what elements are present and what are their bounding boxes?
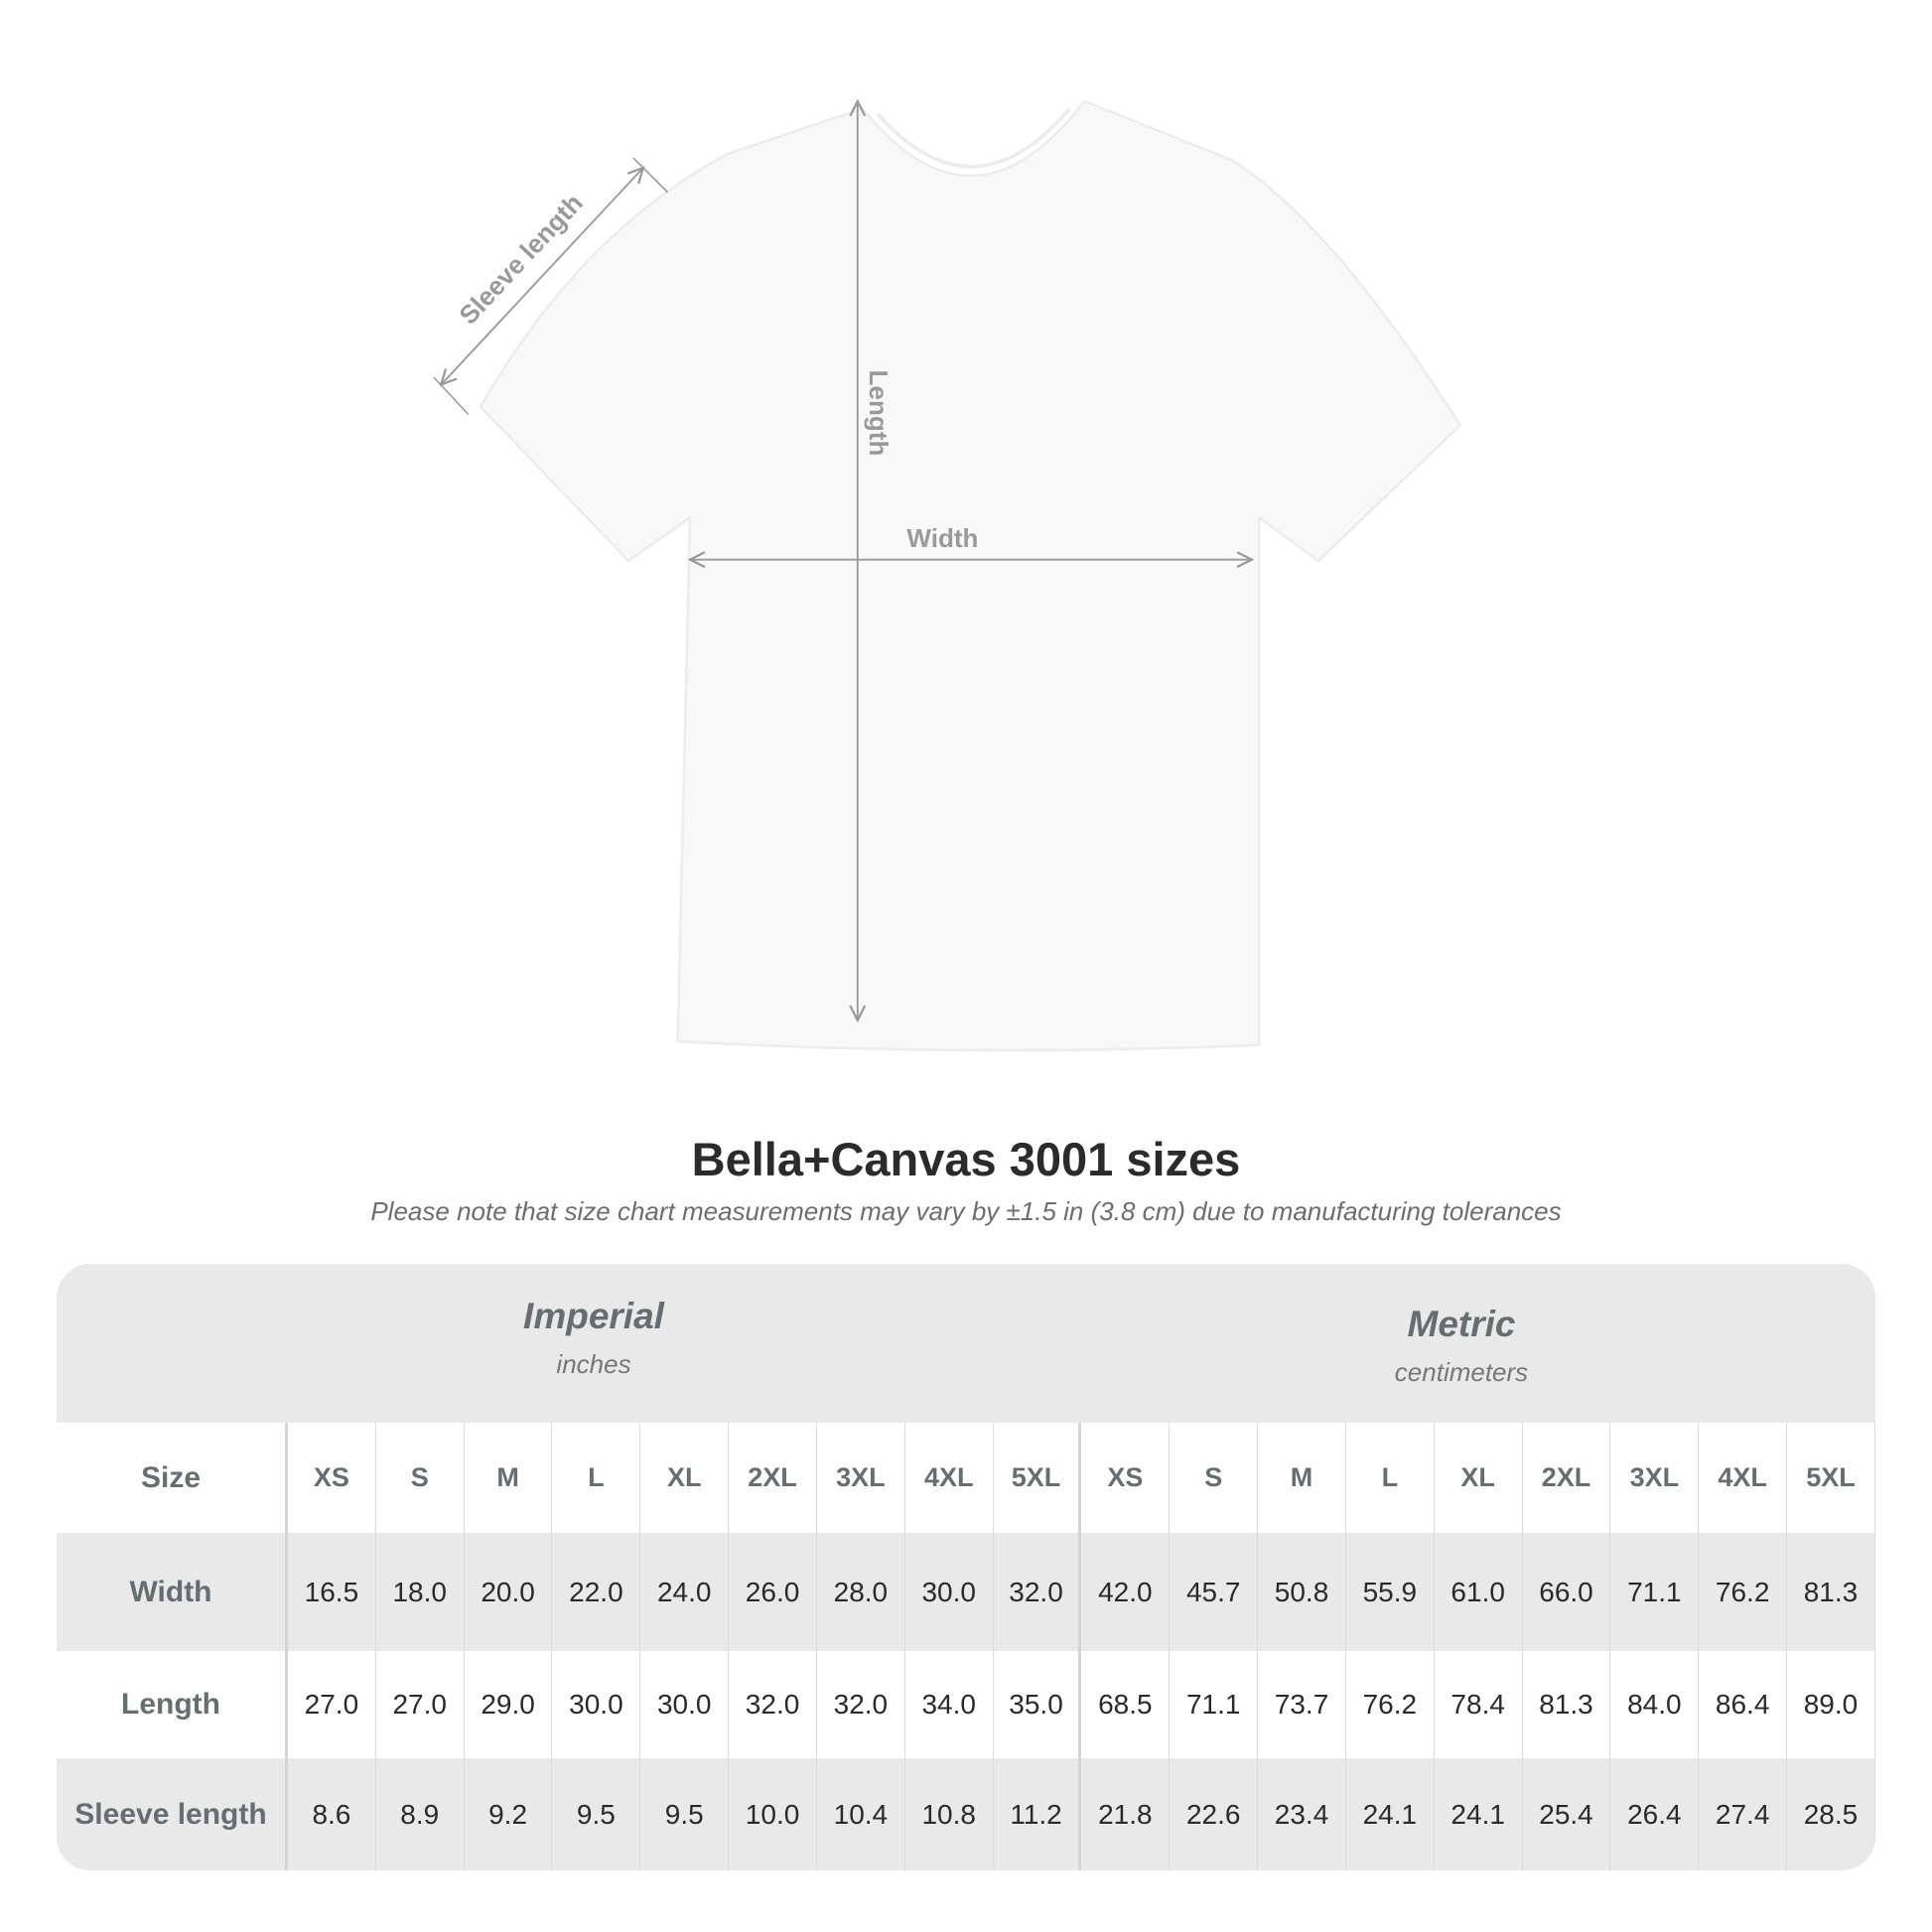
table-row: Sleeve length 8.6 8.9 9.2 9.5 9.5 10.0 10.4 10.8… bbox=[57, 1758, 1875, 1870]
size-header-row: Size XS S M L XL 2XL 3XL 4XL 5XL XS S M L XL 2XL 3XL 4XL 5… bbox=[57, 1423, 1875, 1533]
table-cell: 28.0 bbox=[817, 1533, 905, 1651]
size-column-header: 5XL bbox=[994, 1423, 1082, 1533]
table-cell: 71.1 bbox=[1610, 1533, 1700, 1651]
table-cell: 25.4 bbox=[1523, 1758, 1611, 1870]
table-cell: 27.0 bbox=[288, 1651, 376, 1758]
table-row: Length 27.0 27.0 29.0 30.0 30.0 32.0 32.0 34.0 35… bbox=[57, 1651, 1875, 1758]
table-cell: 35.0 bbox=[994, 1651, 1082, 1758]
size-column-header: 2XL bbox=[1523, 1423, 1611, 1533]
table-cell: 78.4 bbox=[1435, 1651, 1523, 1758]
page-title: Bella+Canvas 3001 sizes bbox=[691, 1133, 1241, 1185]
size-column-header: XL bbox=[1435, 1423, 1523, 1533]
row-label: Sleeve length bbox=[57, 1758, 288, 1870]
table-cell: 29.0 bbox=[465, 1651, 553, 1758]
size-column-header: M bbox=[465, 1423, 553, 1533]
size-column-header: XS bbox=[1081, 1423, 1171, 1533]
table-cell: 21.8 bbox=[1081, 1758, 1171, 1870]
tshirt-diagram: Width Length Sleeve length bbox=[433, 0, 1462, 1052]
length-label: Length bbox=[864, 370, 894, 457]
size-column-header: 2XL bbox=[729, 1423, 817, 1533]
size-column-header: 3XL bbox=[817, 1423, 905, 1533]
size-column-header: 4XL bbox=[1699, 1423, 1788, 1533]
metric-header: Metric centimeters bbox=[1114, 1304, 1809, 1388]
group-name: Imperial bbox=[523, 1296, 664, 1336]
table-cell: 42.0 bbox=[1081, 1533, 1171, 1651]
size-column-header: 5XL bbox=[1787, 1423, 1875, 1533]
table-row: Width 16.5 18.0 20.0 22.0 24.0 26.0 28.0 30.0 32.… bbox=[57, 1533, 1875, 1651]
table-cell: 20.0 bbox=[465, 1533, 553, 1651]
table-cell: 81.3 bbox=[1523, 1651, 1611, 1758]
size-column-header: M bbox=[1258, 1423, 1346, 1533]
table-cell: 45.7 bbox=[1170, 1533, 1259, 1651]
table-cell: 23.4 bbox=[1258, 1758, 1346, 1870]
table-cell: 22.6 bbox=[1170, 1758, 1259, 1870]
table-cell: 26.0 bbox=[729, 1533, 817, 1651]
table-cell: 24.0 bbox=[640, 1533, 730, 1651]
size-column-header: L bbox=[1346, 1423, 1435, 1533]
table-cell: 9.5 bbox=[640, 1758, 730, 1870]
size-column-header: XS bbox=[288, 1423, 376, 1533]
size-column-header: 3XL bbox=[1610, 1423, 1700, 1533]
table-cell: 71.1 bbox=[1170, 1651, 1259, 1758]
table-cell: 86.4 bbox=[1699, 1651, 1788, 1758]
table-cell: 22.0 bbox=[552, 1533, 641, 1651]
tshirt-shape bbox=[479, 99, 1462, 1052]
table-cell: 8.9 bbox=[376, 1758, 465, 1870]
table-cell: 30.0 bbox=[552, 1651, 641, 1758]
imperial-header: Imperial inches bbox=[246, 1296, 941, 1380]
table-cell: 76.2 bbox=[1699, 1533, 1788, 1651]
table-cell: 34.0 bbox=[905, 1651, 994, 1758]
table-cell: 32.0 bbox=[729, 1651, 817, 1758]
size-column-header: L bbox=[552, 1423, 641, 1533]
table-cell: 16.5 bbox=[288, 1533, 376, 1651]
table-cell: 68.5 bbox=[1081, 1651, 1171, 1758]
table-cell: 32.0 bbox=[994, 1533, 1082, 1651]
table-cell: 76.2 bbox=[1346, 1651, 1435, 1758]
table-cell: 24.1 bbox=[1435, 1758, 1523, 1870]
table-cell: 9.2 bbox=[465, 1758, 553, 1870]
table-cell: 61.0 bbox=[1435, 1533, 1523, 1651]
size-column-header: XL bbox=[640, 1423, 730, 1533]
table-cell: 27.0 bbox=[376, 1651, 465, 1758]
table-cell: 89.0 bbox=[1787, 1651, 1875, 1758]
collar bbox=[876, 107, 1071, 169]
table-cell: 55.9 bbox=[1346, 1533, 1435, 1651]
row-label: Width bbox=[57, 1533, 288, 1651]
row-label: Length bbox=[57, 1651, 288, 1758]
size-column-header: 4XL bbox=[905, 1423, 994, 1533]
table-cell: 10.8 bbox=[905, 1758, 994, 1870]
group-unit: inches bbox=[556, 1349, 631, 1379]
table-cell: 11.2 bbox=[994, 1758, 1082, 1870]
size-column-header: S bbox=[376, 1423, 465, 1533]
table-cell: 27.4 bbox=[1699, 1758, 1788, 1870]
size-table: Imperial inches Metric centimeters Size X… bbox=[57, 1264, 1875, 1870]
table-cell: 10.4 bbox=[817, 1758, 905, 1870]
table-cell: 9.5 bbox=[552, 1758, 641, 1870]
sleeve-arrow bbox=[441, 168, 643, 384]
table-cell: 84.0 bbox=[1610, 1651, 1700, 1758]
size-column-header: S bbox=[1170, 1423, 1259, 1533]
table-cell: 28.5 bbox=[1787, 1758, 1875, 1870]
table-cell: 30.0 bbox=[905, 1533, 994, 1651]
table-cell: 10.0 bbox=[729, 1758, 817, 1870]
table-cell: 18.0 bbox=[376, 1533, 465, 1651]
table-cell: 50.8 bbox=[1258, 1533, 1346, 1651]
tolerance-note: Please note that size chart measurements… bbox=[370, 1196, 1562, 1226]
table-cell: 8.6 bbox=[288, 1758, 376, 1870]
group-unit: centimeters bbox=[1394, 1357, 1529, 1387]
row-label: Size bbox=[57, 1423, 288, 1533]
table-cell: 32.0 bbox=[817, 1651, 905, 1758]
table-cell: 81.3 bbox=[1787, 1533, 1875, 1651]
table-cell: 66.0 bbox=[1523, 1533, 1611, 1651]
group-name: Metric bbox=[1407, 1304, 1516, 1344]
table-cell: 24.1 bbox=[1346, 1758, 1435, 1870]
table-cell: 26.4 bbox=[1610, 1758, 1700, 1870]
table-cell: 30.0 bbox=[640, 1651, 730, 1758]
width-label: Width bbox=[906, 523, 978, 553]
table-cell: 73.7 bbox=[1258, 1651, 1346, 1758]
